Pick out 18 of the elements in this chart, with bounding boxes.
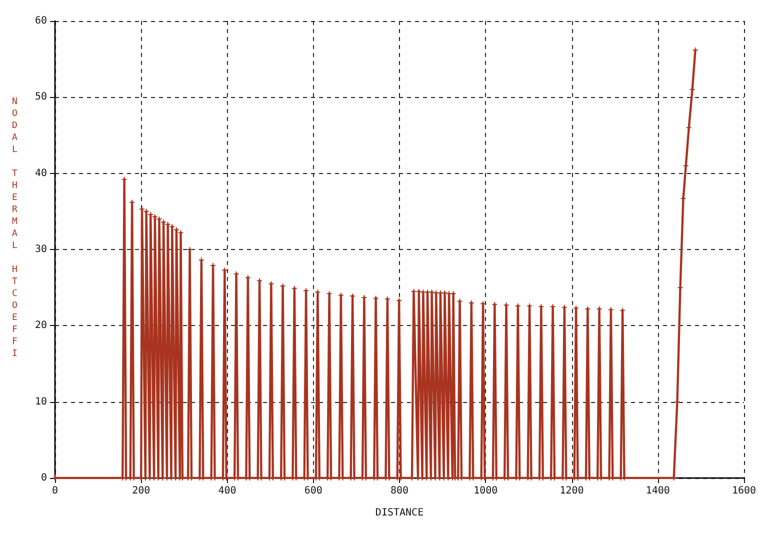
y-tick-label: 40 — [34, 168, 47, 179]
x-axis-title: DISTANCE — [375, 508, 424, 518]
x-tick-label: 1400 — [646, 486, 670, 496]
x-tick-label: 1000 — [474, 486, 498, 496]
x-tick-label: 1200 — [560, 486, 584, 496]
x-tick-label: 600 — [304, 486, 322, 496]
y-tick-label: 60 — [34, 16, 47, 26]
y-tick-label: 10 — [34, 396, 47, 408]
x-tick-label: 800 — [390, 486, 409, 496]
y-tick-label: 30 — [34, 244, 47, 255]
x-tick-label: 0 — [52, 486, 58, 496]
x-tick-label: 1600 — [732, 486, 756, 496]
y-tick-label: 50 — [34, 92, 47, 103]
x-tick-label: 400 — [218, 486, 236, 496]
text: NODAL THERMAL HTCOEFFI — [12, 97, 18, 359]
x-tick-label: 200 — [132, 486, 150, 496]
y-tick-label: 20 — [34, 320, 47, 332]
y-tick-label: 0 — [40, 472, 47, 484]
